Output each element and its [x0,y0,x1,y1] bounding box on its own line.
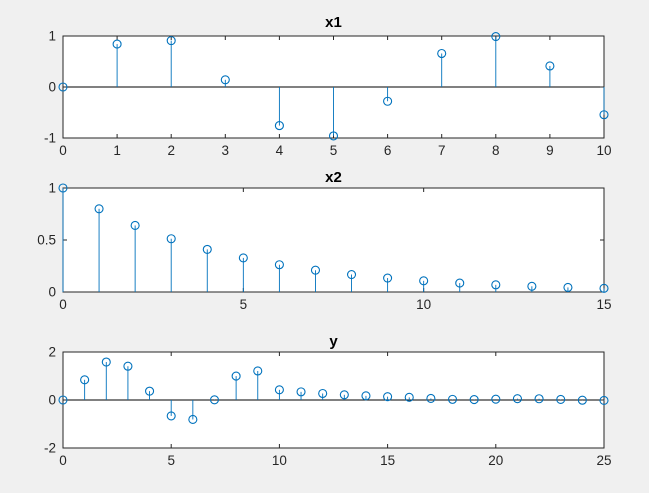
stem-marker [80,375,90,385]
x-tick-label: 2 [167,143,175,158]
stem-marker [534,394,544,404]
x-tick-label: 3 [222,143,230,158]
stem-marker [202,244,212,254]
stem-marker [383,96,393,106]
stem-marker [383,392,393,402]
x-tick-label: 7 [438,143,446,158]
stem-marker [383,273,393,283]
stem-marker [556,394,566,404]
y-tick-label: 1 [48,181,56,196]
x-tick-label: 10 [596,143,611,158]
stem-marker [166,411,176,421]
x-tick-label: 10 [416,297,431,312]
stem-marker [112,39,122,49]
x-tick-label: 0 [59,143,67,158]
x-tick-label: 5 [330,143,338,158]
stem-marker [274,121,284,131]
stem-marker [310,265,321,275]
stem-marker [328,131,339,141]
stem-marker [339,390,349,400]
stem-marker [346,269,357,280]
stem-marker [209,395,220,405]
stem-marker [577,395,587,405]
plot-title-x2: x2 [325,169,342,186]
stem-marker [188,414,198,424]
y-tick-label: 0.5 [37,233,56,248]
stem-marker [447,394,458,404]
y-tick-label: 1 [48,29,56,44]
stem-marker [253,366,263,376]
stem-marker [58,183,68,193]
stem-marker [491,394,501,404]
stem-marker [145,386,155,396]
y-tick-label: 0 [48,285,56,300]
x-tick-label: 4 [276,143,284,158]
stem-marker [231,371,241,381]
stem-marker [130,220,140,230]
stem-marker [426,393,436,403]
stem-marker [166,234,176,244]
stem-marker [491,280,501,290]
stem-marker [58,395,68,405]
stem-marker [563,282,573,292]
stem-marker [296,387,306,397]
x-tick-label: 1 [113,143,121,158]
x-tick-label: 10 [272,453,287,468]
stem-marker [455,278,465,288]
x-tick-label: 8 [492,143,500,158]
y-tick-label: 0 [48,393,56,408]
plot-title-x1: x1 [325,14,342,31]
stem-marker [437,48,447,59]
stem-marker [599,283,609,293]
stem-marker [599,110,609,120]
y-tick-label: 0 [48,80,56,95]
subplot-x2: 0 5 10 15 0 0.5 1 [37,181,611,313]
subplot-x1: 0 1 2 3 4 5 6 7 8 9 10-101 [44,29,612,159]
stem-marker [101,357,111,367]
stem-marker [527,281,537,291]
x-tick-label: 9 [546,143,554,158]
x-tick-label: 15 [596,297,611,312]
stem-marker [123,361,133,371]
x-tick-label: 5 [167,453,175,468]
stem-marker [58,82,68,92]
stem-marker [545,61,555,71]
stem-marker [94,204,104,214]
x-tick-label: 0 [59,297,67,312]
y-tick-label: -2 [44,441,56,456]
x-tick-label: 25 [596,453,611,468]
stem-marker [469,395,479,405]
stem-marker [318,388,328,399]
stem-marker [491,31,501,42]
stem-marker [512,394,522,404]
x-tick-label: 20 [488,453,503,468]
stem-marker [238,253,248,263]
stem-marker [166,36,176,46]
plot-title-y: y [329,333,338,350]
x-tick-label: 0 [59,453,67,468]
subplot-y: 0 5 10 15 20 25-202 [44,345,612,469]
y-tick-label: -1 [44,131,56,146]
stem-marker [361,391,371,401]
stem-marker [599,395,609,406]
x-tick-label: 5 [240,297,248,312]
plot-area [63,188,604,292]
stem-marker [404,392,414,402]
y-tick-label: 2 [48,345,56,360]
stem-marker [419,276,429,286]
x-tick-label: 6 [384,143,392,158]
x-tick-label: 15 [380,453,395,468]
stem-marker [220,75,230,85]
stem-marker [274,260,284,270]
stem-marker [274,385,284,395]
